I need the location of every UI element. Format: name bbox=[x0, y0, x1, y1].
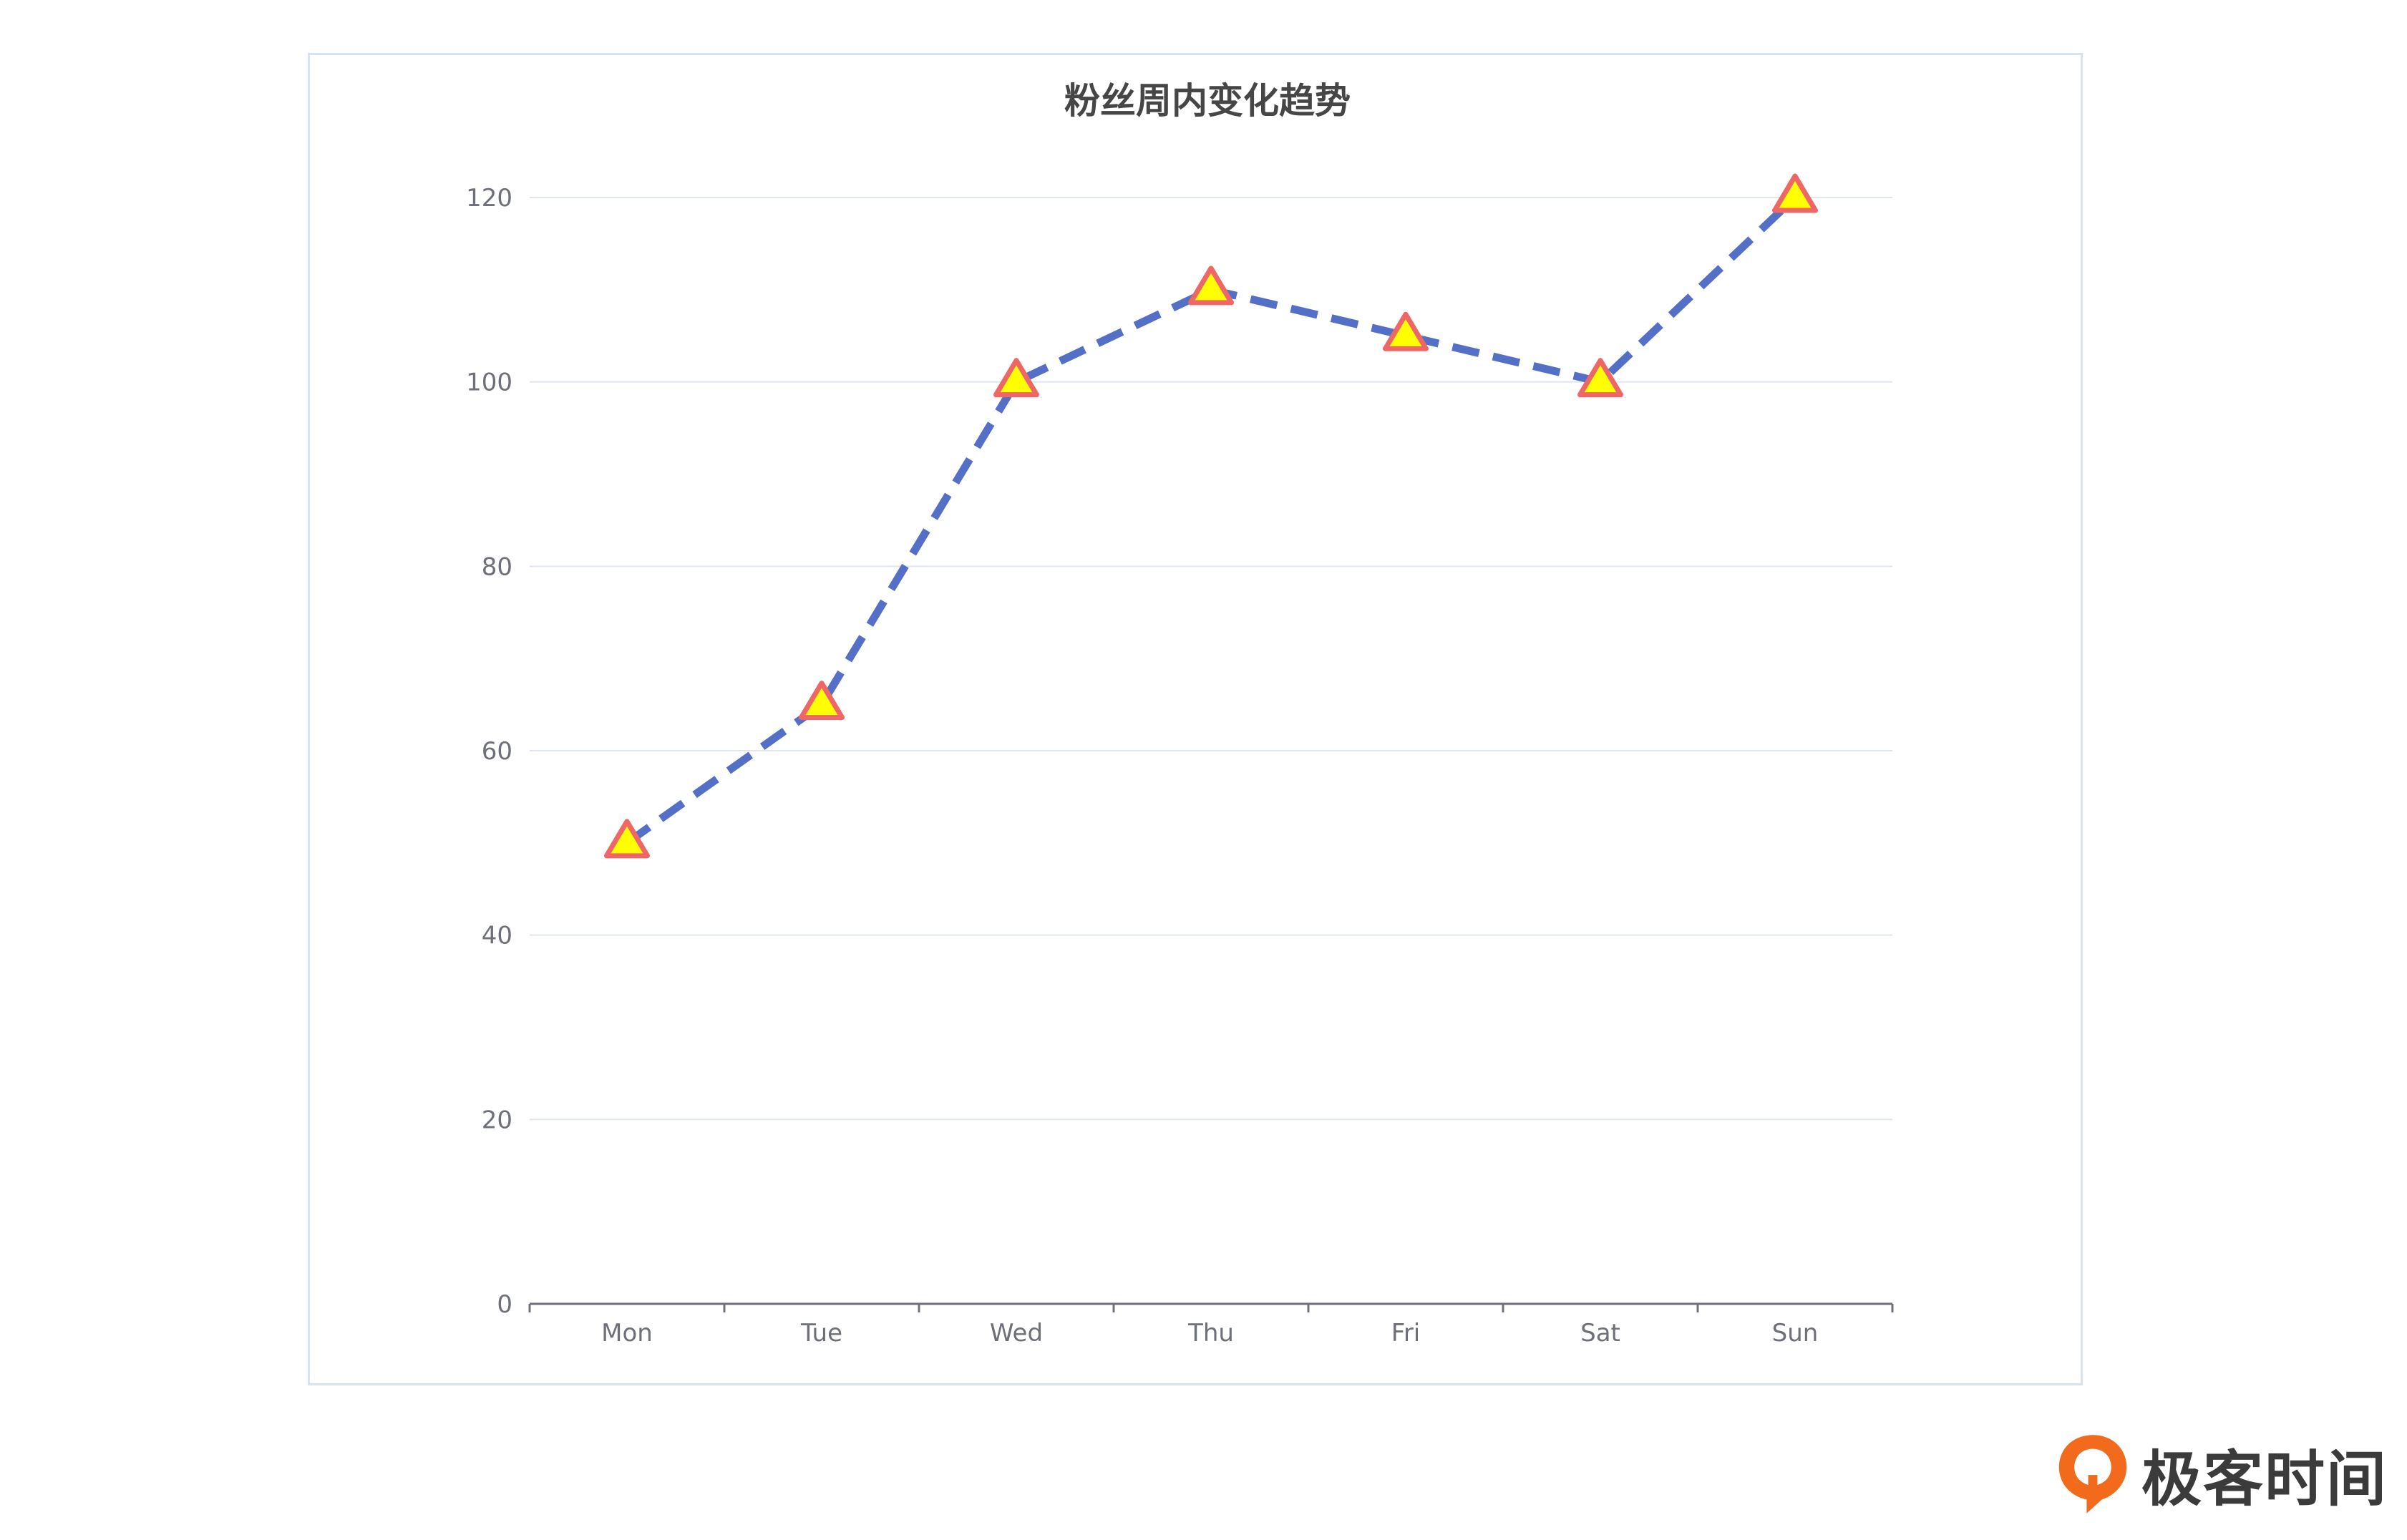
x-tick-label: Tue bbox=[800, 1319, 842, 1348]
y-tick-label: 80 bbox=[482, 552, 512, 581]
grid-lines bbox=[530, 197, 1892, 1121]
y-tick-label: 60 bbox=[482, 737, 512, 766]
chart-title: 粉丝周内变化趋势 bbox=[1064, 80, 1351, 122]
brand-watermark: 极客时间 bbox=[2054, 1431, 2388, 1517]
data-point-marker bbox=[1577, 358, 1623, 398]
y-tick-label: 120 bbox=[466, 184, 512, 213]
x-tick-label: Sat bbox=[1580, 1319, 1620, 1348]
axes: 0 20 40 60 80 100 120 Mon Tue Wed Thu Fri Sat Sun bbox=[466, 184, 1894, 1348]
data-point-marker bbox=[1188, 265, 1234, 306]
y-tick-label: 40 bbox=[482, 922, 512, 950]
y-tick-label: 20 bbox=[482, 1106, 512, 1134]
x-tick-label: Thu bbox=[1187, 1319, 1234, 1348]
markers bbox=[604, 173, 1818, 859]
x-tick-label: Sun bbox=[1772, 1319, 1819, 1348]
x-tick-label: Wed bbox=[990, 1319, 1043, 1348]
x-tick-label: Mon bbox=[601, 1319, 653, 1348]
brand-name: 极客时间 bbox=[2141, 1443, 2388, 1514]
data-point-marker bbox=[1383, 311, 1429, 351]
y-tick-label: 100 bbox=[466, 369, 512, 397]
data-point-marker bbox=[1772, 173, 1818, 213]
x-tick-label: Fri bbox=[1391, 1319, 1421, 1348]
y-tick-label: 0 bbox=[497, 1290, 512, 1319]
geektime-logo-icon bbox=[2058, 1435, 2127, 1514]
data-point-marker bbox=[799, 681, 845, 721]
data-point-marker bbox=[993, 358, 1039, 398]
data-point-marker bbox=[604, 819, 650, 859]
chart-frame bbox=[308, 53, 2083, 1385]
